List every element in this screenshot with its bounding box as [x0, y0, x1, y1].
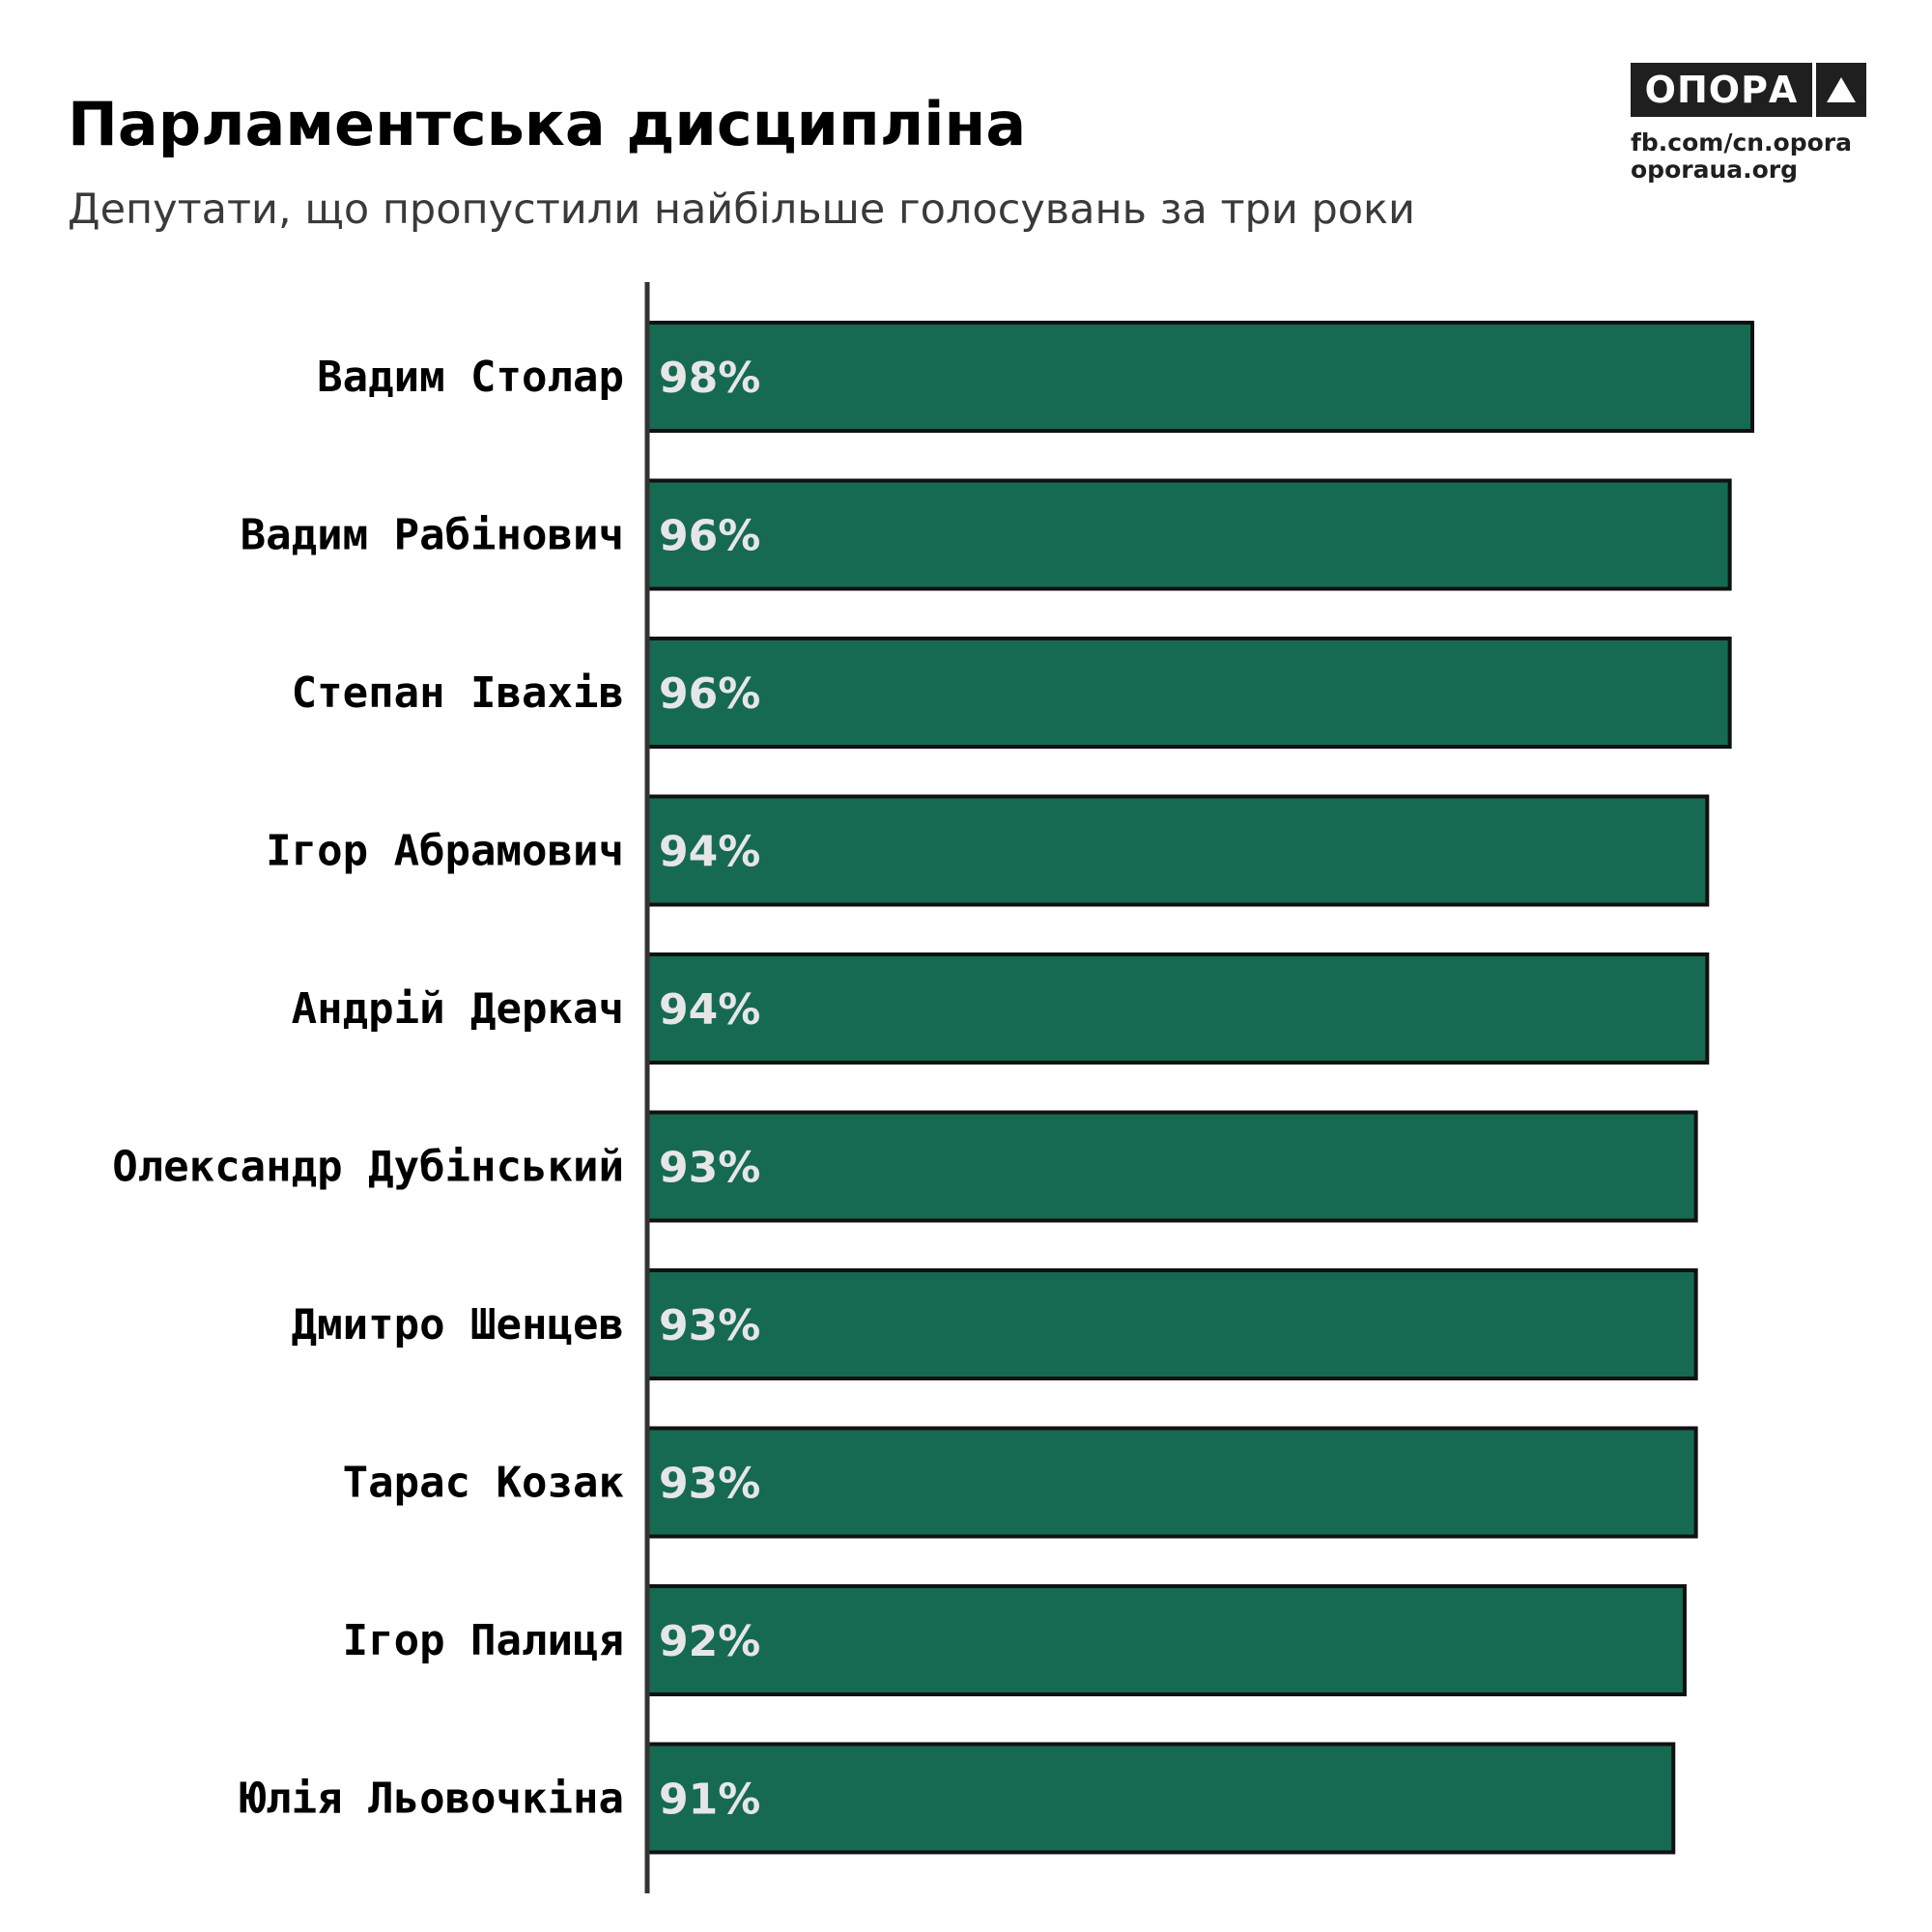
category-label-7: Дмитро Шенцев	[292, 1300, 624, 1350]
logo-wordmark: ОПОРА	[1644, 69, 1799, 111]
value-label-4: 94%	[659, 828, 760, 877]
value-label-5: 94%	[659, 985, 760, 1035]
bar-6	[645, 1110, 1698, 1223]
website-link[interactable]: oporaua.org	[1631, 156, 1799, 184]
bar-9	[645, 1584, 1687, 1696]
chart-subtitle: Депутати, що пропустили найбільше голосу…	[68, 185, 1415, 234]
category-label-5: Андрій Деркач	[292, 984, 624, 1034]
value-label-9: 92%	[659, 1617, 760, 1666]
category-label-9: Ігор Палиця	[343, 1616, 624, 1665]
value-label-1: 98%	[659, 354, 760, 403]
bar-2	[645, 478, 1732, 591]
bar-3	[645, 637, 1732, 749]
category-label-3: Степан Івахів	[292, 668, 624, 718]
opora-logo: ОПОРА	[1631, 63, 1866, 117]
category-label-2: Вадим Рабінович	[241, 511, 624, 560]
category-label-1: Вадим Столар	[317, 353, 624, 402]
bar-5	[645, 952, 1710, 1065]
value-label-8: 93%	[659, 1460, 760, 1509]
category-label-10: Юлія Льовочкіна	[241, 1775, 624, 1824]
value-label-2: 96%	[659, 512, 760, 561]
value-label-6: 93%	[659, 1144, 760, 1193]
bar-8	[645, 1426, 1698, 1539]
triangle-icon	[1816, 63, 1866, 117]
chart-title: Парламентська дисципліна	[68, 89, 1027, 159]
value-label-3: 96%	[659, 669, 760, 719]
bar-1	[645, 321, 1754, 433]
facebook-link[interactable]: fb.com/cn.opora	[1631, 128, 1853, 156]
category-label-6: Олександр Дубінський	[112, 1143, 624, 1192]
category-label-4: Ігор Абрамович	[266, 827, 624, 876]
value-label-7: 93%	[659, 1301, 760, 1350]
bar-7	[645, 1268, 1698, 1380]
logo-divider	[1812, 63, 1816, 117]
category-label-8: Тарас Козак	[343, 1459, 624, 1508]
value-label-10: 91%	[659, 1776, 760, 1825]
bar-4	[645, 794, 1710, 907]
bar-10	[645, 1742, 1676, 1855]
